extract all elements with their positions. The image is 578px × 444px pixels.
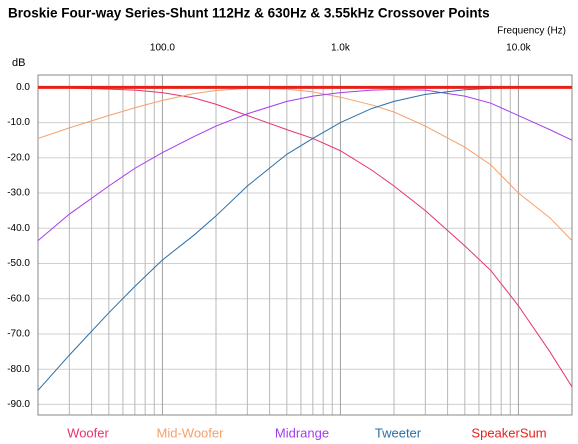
y-tick-label: -50.0 [7,258,30,269]
plot-frame [37,74,573,416]
y-tick-label: -10.0 [7,117,30,128]
line-series [37,86,572,391]
legend-entry: Mid-Woofer [157,425,225,440]
y-tick-label: -60.0 [7,293,30,304]
legend-entry: Tweeter [375,425,422,440]
line-series [37,86,573,388]
y-tick-label: -90.0 [7,399,30,410]
legend-entry: Midrange [275,425,329,440]
line-series [37,88,573,241]
y-tick-label: 0.0 [16,82,30,93]
chart-title: Broskie Four-way Series-Shunt 112Hz & 63… [8,6,490,21]
legend-entry: SpeakerSum [471,425,546,440]
y-tick-label: -40.0 [7,223,30,234]
y-tick-label: -80.0 [7,364,30,375]
y-tick-label: -20.0 [7,152,30,163]
x-tick-label: 1.0k [331,43,351,54]
x-axis-label: Frequency (Hz) [497,26,566,37]
x-tick-label: 10.0k [506,43,531,54]
y-tick-label: -30.0 [7,188,30,199]
y-axis-label: dB [12,57,25,69]
y-tick-label: -70.0 [7,329,30,340]
line-series [37,87,573,241]
x-tick-label: 100.0 [150,43,175,54]
legend-entry: Woofer [67,425,109,440]
